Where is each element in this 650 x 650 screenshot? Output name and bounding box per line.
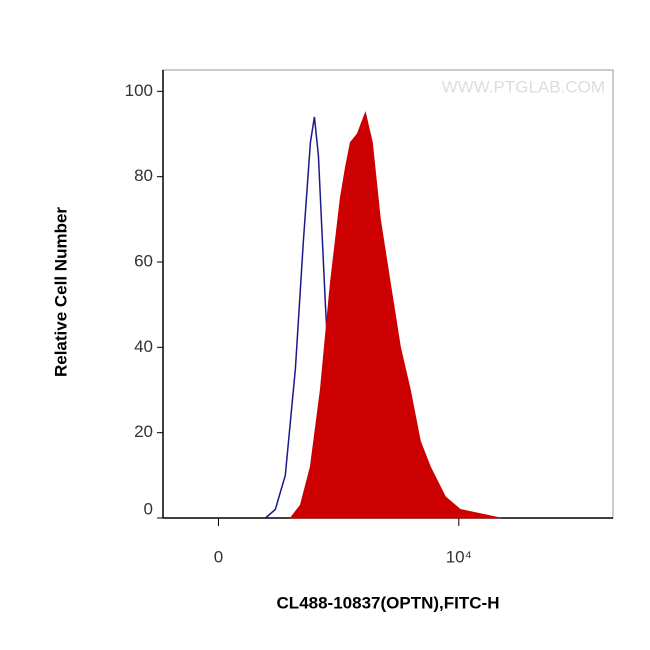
y-tick-label: 100 bbox=[125, 81, 153, 100]
y-tick-label: 80 bbox=[134, 166, 153, 185]
y-tick-label: 40 bbox=[134, 337, 153, 356]
watermark: WWW.PTGLAB.COM bbox=[442, 77, 605, 96]
x-tick-label: 10⁴ bbox=[446, 547, 472, 566]
x-axis-label: CL488-10837(OPTN),FITC-H bbox=[277, 593, 500, 612]
x-tick-label: 0 bbox=[214, 547, 223, 566]
y-tick-label: 60 bbox=[134, 251, 153, 270]
y-tick-label: 20 bbox=[134, 422, 153, 441]
y-axis-label: Relative Cell Number bbox=[51, 207, 70, 377]
y-tick-label: 0 bbox=[144, 499, 153, 518]
histogram-area bbox=[289, 110, 501, 519]
